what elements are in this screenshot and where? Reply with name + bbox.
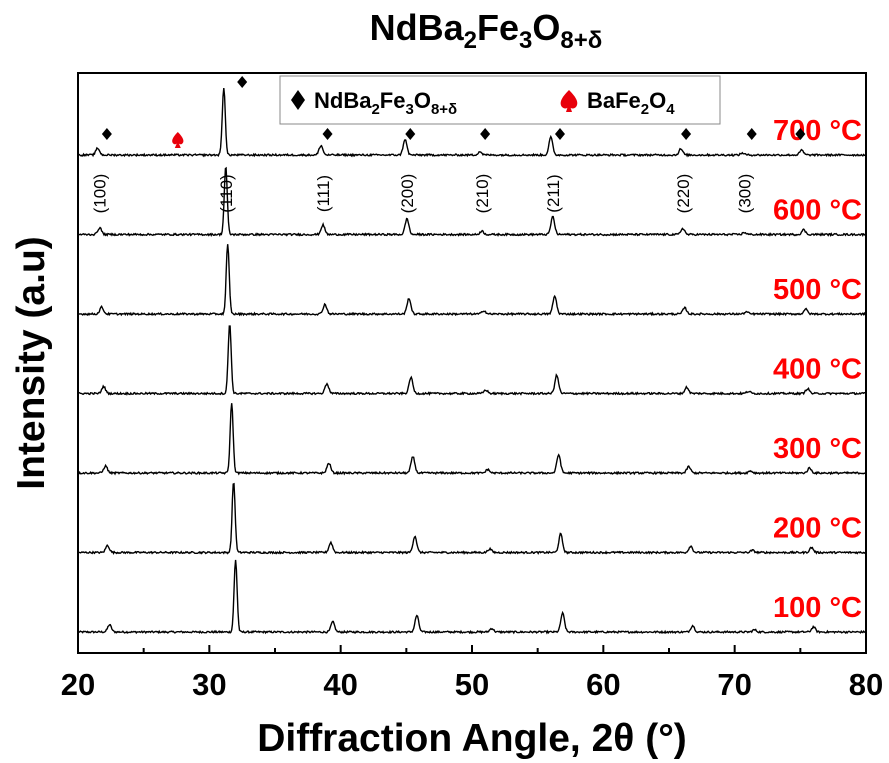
ndba-peak-diamond-icon xyxy=(101,128,112,140)
hkl-label: (300) xyxy=(736,174,755,214)
x-axis-title: Diffraction Angle, 2θ (°) xyxy=(257,717,687,760)
xrd-trace xyxy=(77,244,867,317)
hkl-label: (220) xyxy=(674,174,693,214)
legend-entry-bafe: BaFe2O4 xyxy=(587,88,675,118)
hkl-label: (200) xyxy=(398,174,417,214)
chart-title-mid1: Fe xyxy=(477,7,519,48)
x-tick-label: 50 xyxy=(455,667,489,702)
legend-ndba-main: NdBa xyxy=(314,88,372,113)
hkl-label: (111) xyxy=(314,175,333,212)
xrd-trace xyxy=(77,88,867,158)
legend-box xyxy=(279,75,721,125)
chart-title-sub2: 3 xyxy=(519,27,532,54)
ndba-peak-diamond-icon xyxy=(795,128,806,140)
x-tick-label: 30 xyxy=(192,667,226,702)
ndba-peak-diamond-icon xyxy=(480,128,491,140)
chart-title-main: NdBa xyxy=(370,7,465,48)
legend-diamond-icon xyxy=(291,90,305,110)
series-temp-label: 100 °C xyxy=(773,592,862,624)
legend-bafe-sub1: 2 xyxy=(641,101,649,118)
chart-title-sub1: 2 xyxy=(464,27,477,54)
legend-ndba-mid2: O xyxy=(414,88,431,113)
chart-title-sub3: 8+δ xyxy=(560,27,602,54)
hkl-label: (210) xyxy=(473,174,492,214)
series-temp-label: 600 °C xyxy=(773,195,862,227)
xrd-trace xyxy=(77,325,867,397)
chart-title-mid2: O xyxy=(532,7,560,48)
series-temp-label: 500 °C xyxy=(773,274,862,306)
trace-group xyxy=(77,88,867,635)
plot-frame xyxy=(77,72,867,654)
x-tick-label: 80 xyxy=(849,667,883,702)
legend-ndba-sub3: 8+δ xyxy=(431,101,457,118)
hkl-label: (211) xyxy=(544,174,563,212)
legend-ndba-sub1: 2 xyxy=(371,101,379,118)
temp-label-group: 100 °C 200 °C 300 °C 400 °C 500 °C 600 °C 700 … xyxy=(773,115,862,624)
xrd-trace xyxy=(77,166,867,238)
ndba-peak-diamond-icon xyxy=(405,128,416,140)
x-axis-ticks: 20 30 40 50 60 70 80 xyxy=(61,645,883,702)
legend-bafe-main: BaFe xyxy=(587,88,641,113)
series-temp-label: 200 °C xyxy=(773,513,862,545)
xrd-trace xyxy=(77,403,866,476)
y-axis-title: Intensity (a.u) xyxy=(10,236,53,490)
x-tick-label: 70 xyxy=(717,667,751,702)
series-temp-label: 300 °C xyxy=(773,433,862,465)
chart-title: NdBa2Fe3O8+δ xyxy=(370,7,603,54)
phase-marker-group xyxy=(101,76,806,148)
series-temp-label: 700 °C xyxy=(773,115,862,147)
hkl-label-group: (100) (110) (111) (200) (210) (211) (220) (300) xyxy=(91,174,755,214)
hkl-label: (110) xyxy=(217,174,236,212)
ndba-peak-diamond-icon xyxy=(681,128,692,140)
series-temp-label: 400 °C xyxy=(773,354,862,386)
hkl-label: (100) xyxy=(91,174,110,214)
x-tick-label: 20 xyxy=(61,667,95,702)
xrd-trace xyxy=(77,559,867,635)
ndba-peak-diamond-icon xyxy=(746,128,757,140)
bafe-peak-spade-icon xyxy=(172,132,184,148)
legend-bafe-mid1: O xyxy=(649,88,666,113)
ndba-peak-diamond-icon xyxy=(322,128,333,140)
x-tick-label: 40 xyxy=(323,667,357,702)
ndba-peak-diamond-icon xyxy=(554,128,565,140)
legend-entry-ndba: NdBa2Fe3O8+δ xyxy=(314,88,457,118)
legend: NdBa2Fe3O8+δ BaFe2O4 xyxy=(279,75,721,125)
ndba-peak-diamond-icon xyxy=(237,76,248,88)
xrd-trace xyxy=(77,482,867,555)
legend-bafe-sub2: 4 xyxy=(666,101,675,118)
legend-spade-icon xyxy=(560,90,578,112)
legend-ndba-mid1: Fe xyxy=(380,88,406,113)
x-tick-label: 60 xyxy=(586,667,620,702)
legend-ndba-sub2: 3 xyxy=(405,101,413,118)
